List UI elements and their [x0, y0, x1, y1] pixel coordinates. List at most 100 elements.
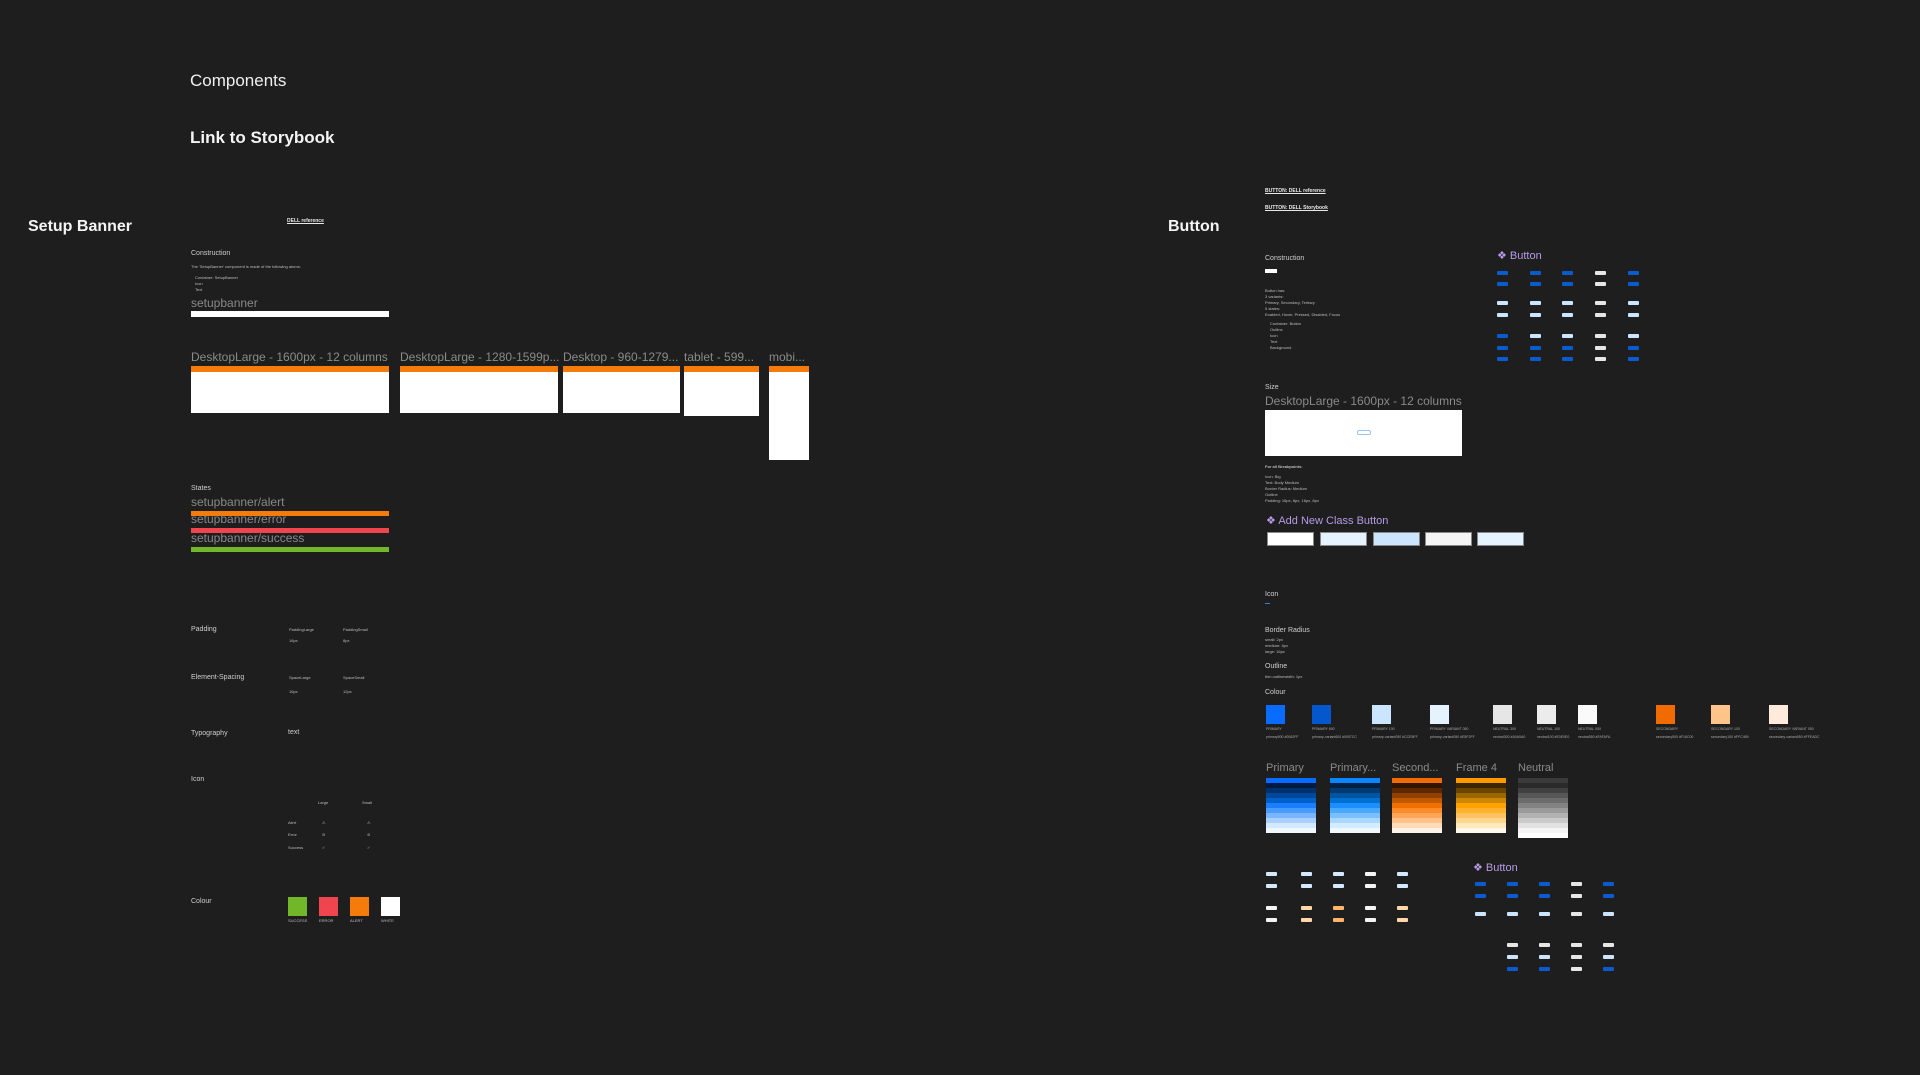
- palette-card[interactable]: [1392, 778, 1442, 833]
- button-instance[interactable]: [1628, 301, 1639, 305]
- button-instance[interactable]: [1530, 271, 1541, 275]
- button-instance[interactable]: [1603, 955, 1614, 959]
- frame-desktop-large-2[interactable]: [400, 366, 558, 413]
- button-instance[interactable]: [1507, 955, 1518, 959]
- button-instance[interactable]: [1603, 882, 1614, 886]
- button-instance[interactable]: [1497, 301, 1508, 305]
- button-class-variant[interactable]: [1373, 532, 1420, 546]
- button-instance[interactable]: [1497, 271, 1508, 275]
- button-instance[interactable]: [1571, 967, 1582, 971]
- button-reference-link[interactable]: BUTTON: DELL reference: [1265, 188, 1326, 194]
- button-instance[interactable]: [1539, 882, 1550, 886]
- state-error-banner[interactable]: [191, 528, 389, 533]
- button-instance[interactable]: [1266, 918, 1277, 922]
- storybook-link[interactable]: Link to Storybook: [190, 128, 335, 147]
- button-instance[interactable]: [1497, 357, 1508, 361]
- button-instance[interactable]: [1628, 271, 1639, 275]
- button-instance[interactable]: [1571, 912, 1582, 916]
- state-success-banner[interactable]: [191, 547, 389, 552]
- button-instance[interactable]: [1365, 872, 1376, 876]
- button-instance[interactable]: [1497, 346, 1508, 350]
- button-instance[interactable]: [1562, 357, 1573, 361]
- frame-tablet[interactable]: [684, 366, 759, 416]
- sample-button[interactable]: [1357, 430, 1371, 435]
- button-instance[interactable]: [1539, 894, 1550, 898]
- button-instance[interactable]: [1365, 906, 1376, 910]
- button-instance[interactable]: [1266, 884, 1277, 888]
- button-instance[interactable]: [1539, 912, 1550, 916]
- button-instance[interactable]: [1595, 346, 1606, 350]
- button-instance[interactable]: [1507, 894, 1518, 898]
- frame-desktop[interactable]: [563, 366, 680, 413]
- button-instance[interactable]: [1497, 334, 1508, 338]
- button-instance[interactable]: [1628, 346, 1639, 350]
- button-instance[interactable]: [1507, 943, 1518, 947]
- button-instance[interactable]: [1475, 894, 1486, 898]
- button-instance[interactable]: [1365, 884, 1376, 888]
- frame-desktop-large[interactable]: [191, 366, 389, 413]
- button-instance[interactable]: [1571, 955, 1582, 959]
- button-instance[interactable]: [1301, 906, 1312, 910]
- palette-card[interactable]: [1330, 778, 1380, 833]
- button-instance[interactable]: [1333, 918, 1344, 922]
- button-instance[interactable]: [1603, 912, 1614, 916]
- button-instance[interactable]: [1628, 313, 1639, 317]
- button-instance[interactable]: [1595, 313, 1606, 317]
- button-instance[interactable]: [1628, 334, 1639, 338]
- button-instance[interactable]: [1603, 943, 1614, 947]
- button-instance[interactable]: [1530, 346, 1541, 350]
- palette-card[interactable]: [1518, 778, 1568, 838]
- button-instance[interactable]: [1530, 301, 1541, 305]
- button-storybook-link[interactable]: BUTTON: DELL Storybook: [1265, 205, 1328, 211]
- setupbanner-instance[interactable]: [191, 311, 389, 317]
- button-instance[interactable]: [1507, 882, 1518, 886]
- button-instance[interactable]: [1628, 357, 1639, 361]
- button-instance[interactable]: [1333, 906, 1344, 910]
- button-instance[interactable]: [1530, 357, 1541, 361]
- button-instance[interactable]: [1539, 955, 1550, 959]
- button-instance[interactable]: [1365, 918, 1376, 922]
- dell-reference-link[interactable]: DELL reference: [287, 218, 324, 224]
- button-instance[interactable]: [1595, 357, 1606, 361]
- button-instance[interactable]: [1497, 282, 1508, 286]
- button-instance[interactable]: [1628, 282, 1639, 286]
- state-alert-banner[interactable]: [191, 511, 389, 516]
- button-instance[interactable]: [1497, 313, 1508, 317]
- button-instance[interactable]: [1530, 282, 1541, 286]
- button-instance[interactable]: [1571, 943, 1582, 947]
- button-class-variant[interactable]: [1320, 532, 1367, 546]
- button-instance[interactable]: [1475, 882, 1486, 886]
- button-instance[interactable]: [1571, 894, 1582, 898]
- palette-card[interactable]: [1456, 778, 1506, 833]
- button-instance[interactable]: [1507, 912, 1518, 916]
- button-instance[interactable]: [1562, 334, 1573, 338]
- button-instance[interactable]: [1397, 884, 1408, 888]
- button-instance[interactable]: [1397, 872, 1408, 876]
- frame-mobile[interactable]: [769, 366, 809, 460]
- button-class-variant[interactable]: [1425, 532, 1472, 546]
- button-instance[interactable]: [1562, 301, 1573, 305]
- button-instance[interactable]: [1539, 967, 1550, 971]
- button-instance[interactable]: [1530, 313, 1541, 317]
- button-instance[interactable]: [1562, 313, 1573, 317]
- button-class-variant[interactable]: [1267, 532, 1314, 546]
- button-instance[interactable]: [1301, 918, 1312, 922]
- button-class-variant[interactable]: [1477, 532, 1524, 546]
- button-instance[interactable]: [1301, 884, 1312, 888]
- button-instance[interactable]: [1301, 872, 1312, 876]
- button-instance[interactable]: [1595, 271, 1606, 275]
- button-instance[interactable]: [1595, 334, 1606, 338]
- button-instance[interactable]: [1266, 906, 1277, 910]
- button-instance[interactable]: [1539, 943, 1550, 947]
- palette-card[interactable]: [1266, 778, 1316, 833]
- size-frame[interactable]: [1265, 410, 1462, 456]
- button-instance[interactable]: [1333, 884, 1344, 888]
- button-instance[interactable]: [1562, 282, 1573, 286]
- button-instance[interactable]: [1507, 967, 1518, 971]
- button-instance[interactable]: [1530, 334, 1541, 338]
- button-instance[interactable]: [1595, 301, 1606, 305]
- button-instance[interactable]: [1562, 346, 1573, 350]
- button-instance[interactable]: [1562, 271, 1573, 275]
- button-instance[interactable]: [1603, 967, 1614, 971]
- button-instance[interactable]: [1571, 882, 1582, 886]
